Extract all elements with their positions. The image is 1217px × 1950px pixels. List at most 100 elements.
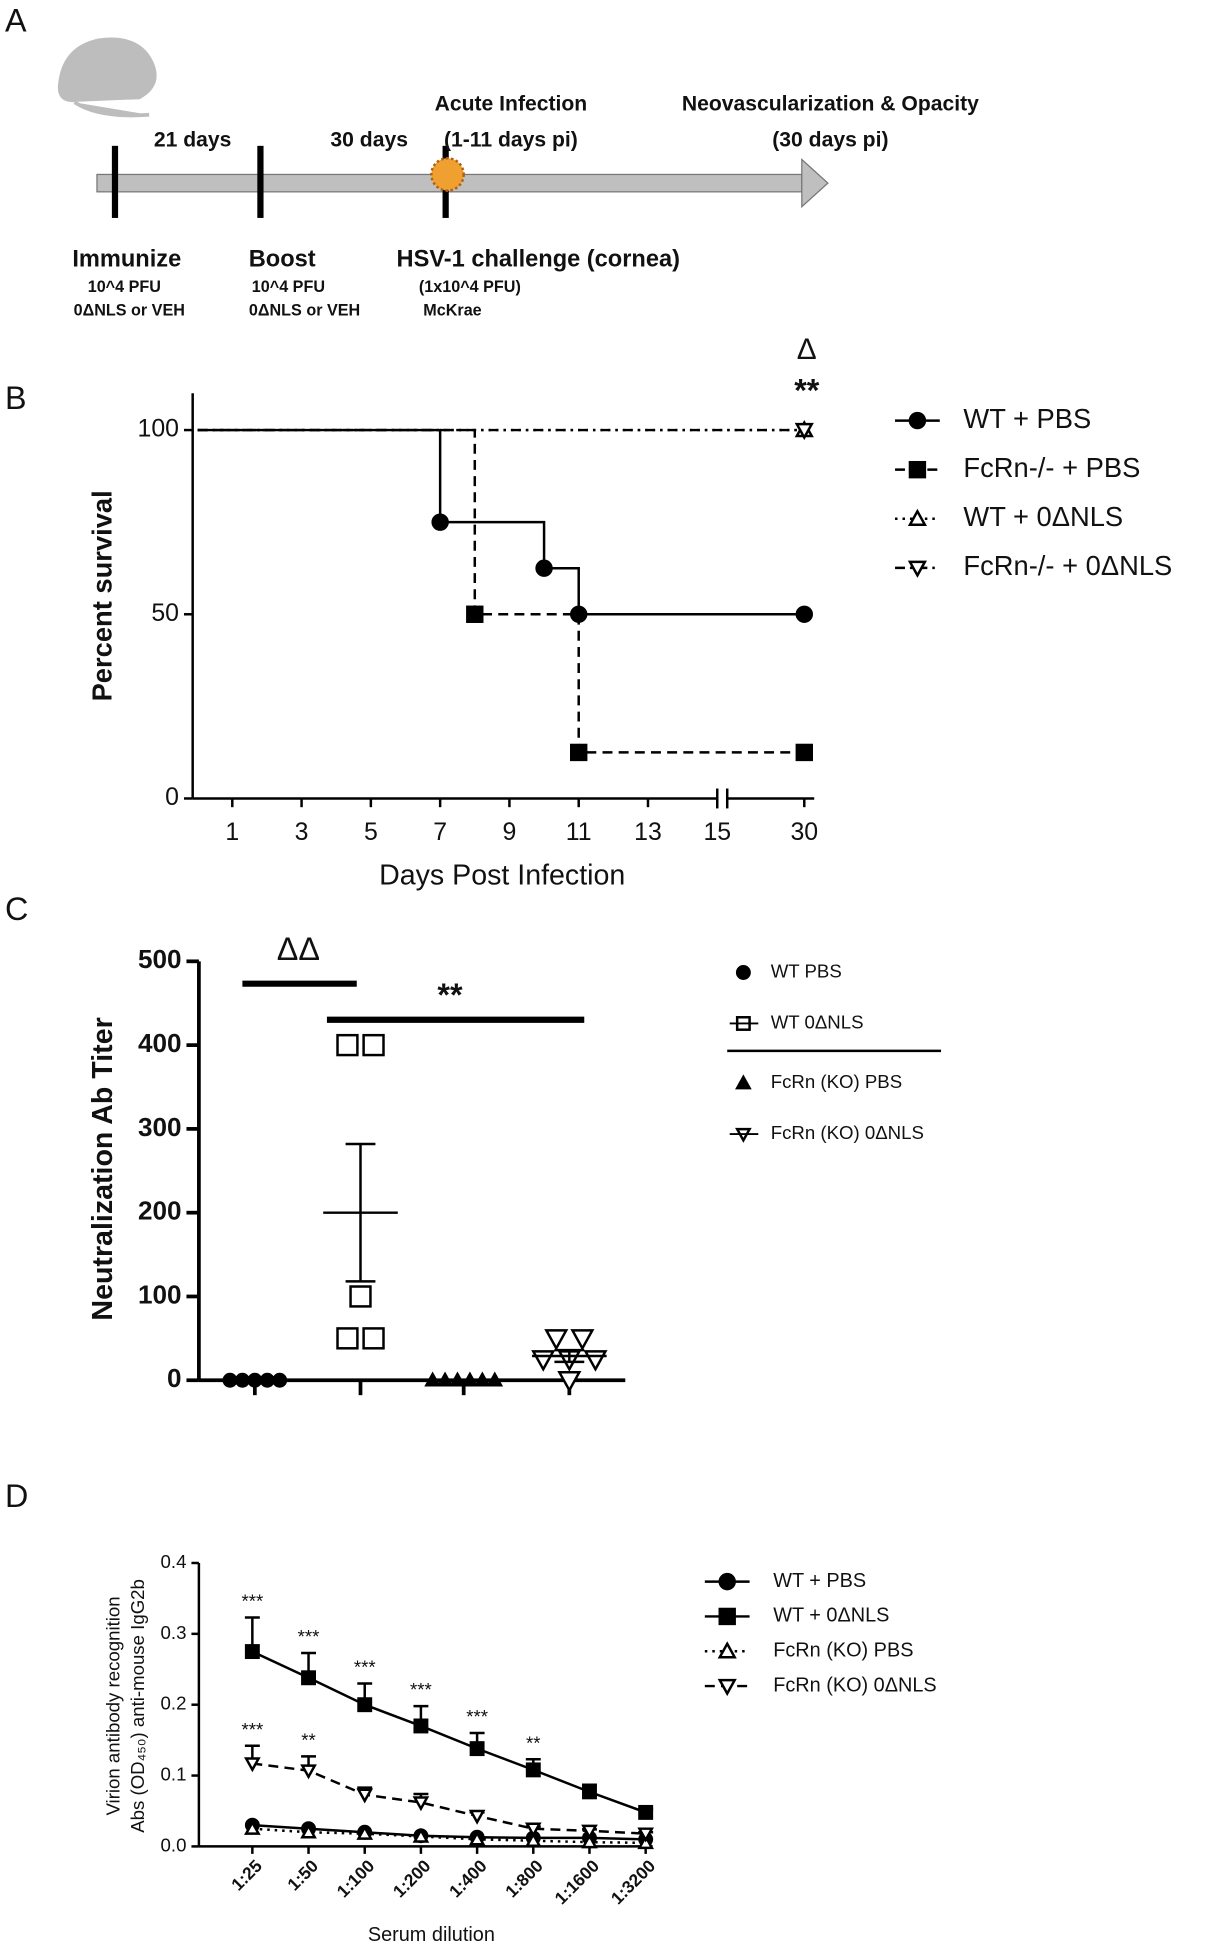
y-tick-label: 400	[138, 1028, 182, 1058]
data-point	[582, 1784, 597, 1800]
y-tick-label: 50	[151, 599, 179, 627]
annotation: **	[794, 373, 820, 409]
legend-label: FcRn-/- + 0ΔNLS	[963, 550, 1172, 581]
significance-label: **	[526, 1732, 541, 1753]
data-point	[244, 1757, 261, 1773]
data-point	[531, 1350, 556, 1372]
x-tick-label: 1:25	[227, 1856, 266, 1895]
event-detail: 0ΔNLS or VEH	[74, 301, 185, 319]
y-axis-title: Neutralization Ab Titer	[87, 1017, 119, 1320]
x-tick-label: 7	[433, 818, 447, 846]
y-tick-label: 0.2	[161, 1693, 187, 1714]
survival-marker	[466, 605, 484, 623]
data-point	[356, 1824, 374, 1840]
legend-marker	[908, 411, 927, 430]
legend-marker	[718, 1607, 736, 1626]
significance-label: ***	[410, 1679, 432, 1700]
significance-label: ***	[241, 1591, 263, 1612]
event-detail: (1x10^4 PFU)	[419, 278, 521, 296]
event-detail: 10^4 PFU	[252, 278, 325, 296]
y-axis-title: Abs (OD₄₅₀) anti-mouse IgG2b	[127, 1579, 148, 1833]
data-point	[468, 1830, 486, 1846]
survival-line	[197, 428, 805, 616]
event-detail: McKrae	[423, 301, 481, 319]
x-tick-label: 13	[634, 818, 662, 846]
survival-marker	[795, 605, 813, 623]
data-point	[581, 1824, 598, 1840]
survival-marker	[795, 743, 813, 762]
legend-marker	[735, 1074, 752, 1090]
survival-marker	[794, 422, 814, 441]
interval-label: 21 days	[154, 128, 232, 151]
data-point	[300, 1764, 317, 1780]
y-tick-label: 0.1	[161, 1763, 187, 1784]
data-point	[544, 1329, 569, 1351]
data-point	[244, 1644, 260, 1660]
data-point	[581, 1833, 598, 1849]
significance-label: ***	[354, 1656, 376, 1677]
legend-label: WT + 0ΔNLS	[773, 1605, 889, 1627]
error-bar	[554, 1348, 585, 1364]
data-point	[412, 1796, 430, 1812]
x-tick-label: 9	[503, 818, 517, 846]
interval-label: 30 days	[330, 128, 408, 151]
legend-marker	[735, 965, 751, 980]
data-point	[244, 1819, 261, 1835]
y-tick-label: 0.3	[161, 1622, 187, 1643]
data-point	[557, 1371, 582, 1393]
data-point	[412, 1827, 430, 1843]
data-point	[362, 1327, 385, 1350]
y-tick-label: 300	[138, 1112, 182, 1142]
y-tick-label: 0	[165, 783, 179, 811]
panel-label: B	[5, 380, 27, 416]
significance-label: ***	[241, 1719, 263, 1740]
data-point	[469, 1741, 485, 1757]
data-point	[525, 1762, 541, 1778]
data-point	[357, 1697, 373, 1713]
y-tick-label: 500	[138, 944, 182, 974]
data-point	[413, 1718, 429, 1734]
phase-detail: (30 days pi)	[772, 128, 888, 151]
y-axis-title: Virion antibody recognition	[102, 1596, 123, 1815]
legend-label: FcRn (KO) PBS	[773, 1639, 913, 1661]
legend-label: FcRn (KO) 0ΔNLS	[771, 1122, 924, 1143]
data-point	[468, 1809, 486, 1825]
event-tick	[257, 145, 264, 218]
y-tick-label: 0	[167, 1363, 182, 1393]
event-detail: 0ΔNLS or VEH	[249, 301, 360, 319]
y-tick-label: 0.0	[161, 1834, 187, 1855]
data-point	[362, 1033, 385, 1057]
legend-label: WT + 0ΔNLS	[963, 501, 1123, 532]
legend-label: FcRn (KO) 0ΔNLS	[773, 1674, 936, 1696]
x-tick-label: 11	[566, 818, 592, 846]
phase-title: Neovascularization & Opacity	[682, 92, 979, 115]
annotation: ΔΔ	[277, 931, 320, 967]
x-tick-label: 1:50	[283, 1856, 322, 1895]
significance-label: ***	[466, 1706, 488, 1727]
y-tick-label: 100	[138, 415, 179, 443]
significance-label: ***	[298, 1626, 320, 1647]
data-point	[356, 1788, 374, 1804]
survival-marker	[535, 559, 553, 577]
data-point	[638, 1804, 654, 1820]
data-point	[524, 1822, 542, 1838]
legend-label: FcRn (KO) PBS	[771, 1071, 902, 1092]
phase-title: Acute Infection	[435, 92, 588, 115]
legend-marker	[718, 1572, 736, 1591]
x-tick-label: 1:1600	[551, 1856, 603, 1908]
event-tick	[111, 145, 119, 218]
error-bar	[345, 1142, 376, 1283]
y-tick-label: 200	[138, 1196, 182, 1226]
x-tick-label: 1:100	[333, 1856, 379, 1902]
x-tick-label: 30	[790, 818, 818, 846]
x-tick-label: 15	[703, 818, 731, 846]
x-tick-label: 1:200	[389, 1856, 435, 1902]
survival-marker	[431, 513, 449, 531]
x-tick-label: 1:400	[445, 1856, 491, 1902]
timeline-arrow	[801, 158, 829, 209]
x-axis-title: Days Post Infection	[379, 859, 625, 891]
series-line	[251, 1650, 647, 1814]
legend-marker	[907, 560, 927, 578]
x-tick-label: 5	[364, 818, 378, 846]
